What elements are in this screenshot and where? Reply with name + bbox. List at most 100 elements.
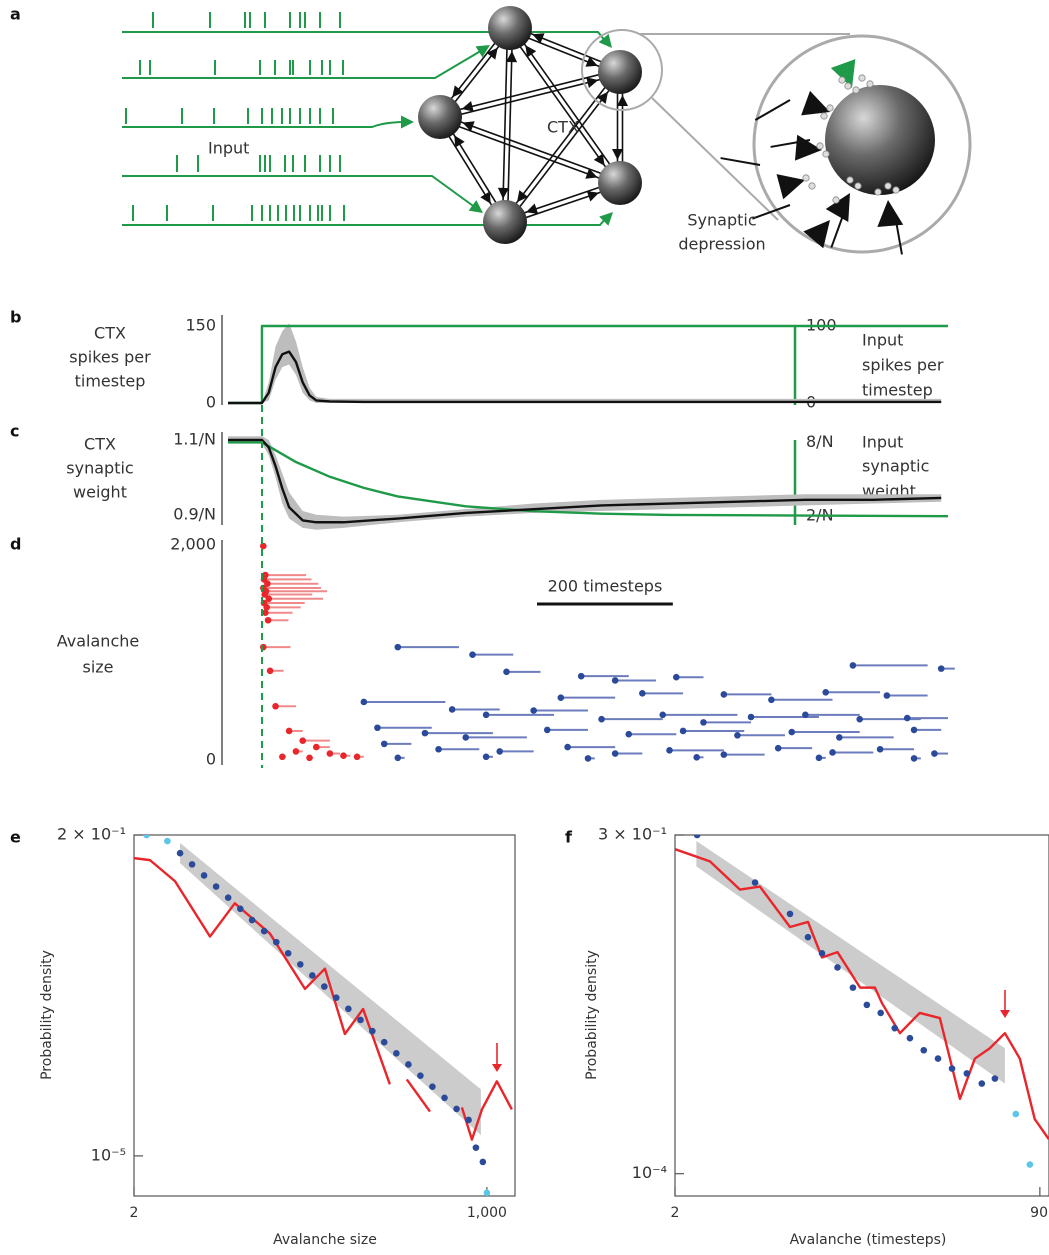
avalanche [421, 729, 429, 737]
y2-axis-label: synaptic [862, 457, 929, 476]
arrowhead [830, 59, 856, 88]
arrowhead [532, 33, 545, 44]
avalanche [340, 752, 347, 759]
avalanche [625, 730, 633, 738]
avalanche [802, 711, 809, 719]
error-band [696, 841, 1005, 1084]
data-point [357, 1016, 364, 1024]
vesicle [884, 182, 892, 190]
data-point [176, 849, 184, 857]
neuron [598, 50, 642, 94]
x-axis-label: Avalanche size [273, 1232, 377, 1248]
ctx-label: CTX [547, 118, 579, 137]
y-tick-label: 0.9/N [173, 504, 216, 523]
data-point [818, 950, 826, 957]
avalanche [577, 672, 585, 680]
data-point [693, 835, 701, 839]
data-point [224, 894, 232, 901]
avalanche [768, 696, 775, 704]
avalanche [353, 753, 361, 761]
y-axis-label: Avalanche [57, 632, 139, 651]
avalanche [856, 715, 863, 723]
y-axis-label: timestep [75, 372, 146, 391]
data-point [429, 1083, 436, 1090]
neuron [598, 161, 642, 205]
x-axis-label: Avalanche (timesteps) [790, 1232, 947, 1248]
avalanche [659, 711, 667, 719]
y-tick-label: 10⁻⁴ [632, 1163, 667, 1182]
avalanche [734, 731, 741, 739]
avalanche [876, 745, 884, 753]
arrowhead [506, 51, 518, 63]
panel-letter: a [10, 5, 21, 24]
plot-area [260, 542, 955, 762]
plot-frame [133, 834, 516, 1197]
data-point [333, 994, 340, 1001]
y-axis-label: CTX [94, 324, 126, 343]
data-point [236, 905, 244, 913]
arrowhead [599, 212, 613, 226]
neuron [418, 95, 462, 139]
avalanche [829, 749, 836, 756]
avalanche [299, 737, 307, 744]
data-point [143, 835, 150, 839]
data-point [260, 927, 268, 935]
y-axis-label: spikes per [69, 348, 151, 367]
avalanche [611, 750, 619, 757]
y-axis-label: weight [73, 483, 127, 502]
avalanche [910, 726, 918, 734]
avalanche [266, 667, 274, 675]
y-axis-label: synaptic [66, 459, 133, 478]
vesicle [808, 182, 816, 190]
data-point [1012, 1110, 1020, 1118]
data-line [228, 350, 942, 405]
data-point [991, 1075, 999, 1082]
arrowhead [401, 115, 414, 129]
input-label: Input [208, 139, 249, 158]
panel-letter: d [10, 535, 21, 554]
data-point [849, 984, 857, 991]
arrowhead [517, 190, 529, 203]
y-axis-label: Probability density [39, 950, 55, 1080]
vesicle [892, 186, 900, 194]
data-point [393, 1050, 400, 1057]
avalanche [666, 747, 673, 754]
arrowhead [612, 149, 623, 160]
data-point [297, 961, 304, 968]
input-fiber [122, 175, 477, 209]
plot-area [134, 835, 513, 1196]
data-point [453, 1105, 460, 1113]
data-point [465, 1116, 472, 1124]
y-axis-label: size [82, 658, 113, 677]
vesicle [832, 196, 840, 204]
avalanche [482, 711, 490, 719]
data-point [1026, 1161, 1034, 1168]
panel-letter: f [565, 828, 573, 847]
annotation: Synaptic [687, 211, 756, 230]
zoom-line [651, 97, 779, 221]
data-point [417, 1072, 424, 1079]
input-fiber [122, 48, 485, 79]
data-point [920, 1046, 928, 1054]
data-point [405, 1061, 412, 1068]
avalanche [285, 727, 293, 735]
avalanche [849, 662, 857, 669]
avalanche [903, 714, 911, 722]
arrowhead [776, 174, 805, 200]
y-tick-label: 150 [185, 316, 216, 335]
data-point [786, 910, 794, 918]
dendrite [754, 99, 791, 121]
avalanche [462, 734, 470, 741]
avalanche [264, 580, 271, 587]
avalanche [260, 542, 267, 550]
data-point [483, 1189, 491, 1196]
neuron [488, 6, 532, 50]
avalanche [530, 707, 537, 714]
error-band [228, 323, 942, 403]
data-point [212, 883, 220, 890]
data-point [804, 933, 812, 941]
y-tick-label: 1.1/N [173, 429, 216, 448]
avalanche [306, 754, 313, 762]
annotation: depression [678, 235, 765, 254]
data-point [472, 1144, 480, 1151]
